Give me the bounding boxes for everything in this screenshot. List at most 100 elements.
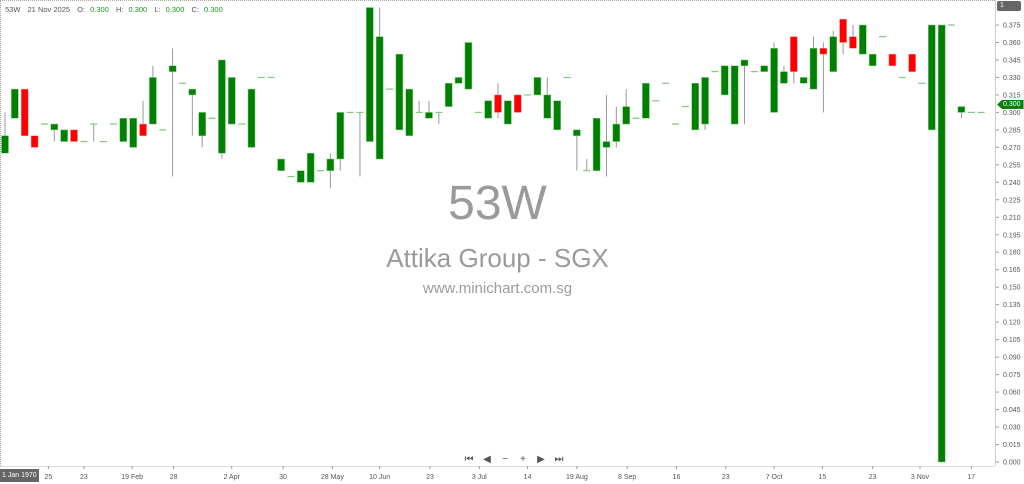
up-candle bbox=[11, 88, 19, 119]
up-candle bbox=[602, 141, 611, 148]
up-candle bbox=[859, 24, 867, 55]
y-tick-label: 0.240 bbox=[1003, 180, 1021, 187]
up-candle bbox=[760, 65, 768, 72]
up-candle bbox=[533, 77, 542, 96]
y-tick-label: 0.270 bbox=[1003, 145, 1021, 152]
x-tick-label: 19 Aug bbox=[566, 474, 588, 481]
y-tick-label: 0.300 bbox=[1003, 110, 1021, 117]
up-candle bbox=[740, 59, 749, 67]
x-tick-label: 3 Jul bbox=[472, 474, 487, 481]
up-candle bbox=[504, 100, 512, 125]
up-candle bbox=[484, 100, 492, 119]
y-tick-label: 0.180 bbox=[1003, 250, 1021, 257]
down-candle bbox=[819, 48, 828, 55]
up-candle bbox=[375, 36, 384, 160]
y-tick-label: 0.285 bbox=[1003, 127, 1021, 134]
up-candle bbox=[218, 59, 226, 154]
down-candle bbox=[20, 88, 29, 136]
last-price-badge: 0.300 bbox=[997, 100, 1024, 109]
x-tick-label: 2 Apr bbox=[224, 474, 241, 481]
up-candle bbox=[573, 129, 581, 136]
y-tick-label: 0.255 bbox=[1003, 162, 1021, 169]
chart-frame bbox=[0, 0, 995, 466]
y-tick-label: 0.030 bbox=[1003, 425, 1021, 432]
watermark-company: Attika Group - SGX bbox=[386, 243, 609, 273]
scroll-last-button[interactable]: ⏭ bbox=[554, 454, 564, 465]
down-candle bbox=[908, 53, 916, 72]
up-candle bbox=[395, 53, 404, 131]
up-candle bbox=[60, 129, 68, 142]
low-label: L: bbox=[154, 5, 161, 14]
up-candle bbox=[937, 24, 946, 463]
y-tick-label: 0.060 bbox=[1003, 390, 1021, 397]
y-tick-label: 0.165 bbox=[1003, 267, 1021, 274]
x-tick-label: 23 bbox=[869, 474, 877, 481]
x-tick-label: 25 bbox=[44, 474, 52, 481]
down-candle bbox=[30, 135, 39, 148]
x-tick-label: 28 bbox=[170, 474, 178, 481]
up-candle bbox=[228, 77, 236, 125]
up-candle bbox=[691, 83, 699, 131]
up-candle bbox=[247, 88, 256, 148]
up-candle bbox=[612, 123, 621, 142]
close-value: 0.300 bbox=[203, 5, 223, 14]
high-value: 0.300 bbox=[128, 5, 148, 14]
y-tick-label: 0.015 bbox=[1003, 442, 1021, 449]
y-tick-label: 0.375 bbox=[1003, 23, 1021, 30]
open-label: O: bbox=[77, 5, 86, 14]
scroll-prev-button[interactable]: ◀ bbox=[483, 454, 491, 465]
up-candle bbox=[543, 94, 552, 119]
x-tick-label: 23 bbox=[80, 474, 88, 481]
up-candle bbox=[799, 77, 808, 84]
up-candle bbox=[129, 117, 137, 148]
y-tick-label: 0.075 bbox=[1003, 372, 1021, 379]
up-candle bbox=[622, 106, 630, 125]
up-candle bbox=[198, 112, 206, 136]
y-tick-label: 0.000 bbox=[1003, 460, 1021, 467]
symbol-label: 53W bbox=[5, 5, 21, 14]
up-candle bbox=[553, 100, 561, 131]
up-candle bbox=[730, 65, 739, 125]
scale-badge[interactable]: 1 bbox=[997, 1, 1021, 11]
x-tick-label: 10 Jun bbox=[369, 474, 390, 481]
date-label: 21 Nov 2025 bbox=[27, 5, 71, 14]
x-tick-label: 19 Feb bbox=[121, 474, 143, 481]
y-tick-label: 0.315 bbox=[1003, 92, 1021, 99]
up-candle bbox=[425, 112, 433, 119]
scroll-next-button[interactable]: ▶ bbox=[537, 454, 545, 465]
x-tick-label: 17 bbox=[967, 474, 975, 481]
x-tick-label: 23 bbox=[722, 474, 730, 481]
zoom-in-button[interactable]: + bbox=[520, 454, 526, 465]
up-candle bbox=[868, 53, 877, 67]
y-tick-label: 0.045 bbox=[1003, 407, 1021, 414]
x-tick-label: 15 bbox=[818, 474, 826, 481]
up-candle bbox=[829, 36, 837, 72]
zoom-out-button[interactable]: − bbox=[502, 454, 508, 465]
down-candle bbox=[849, 36, 857, 49]
up-candle bbox=[642, 83, 650, 119]
y-tick-label: 0.360 bbox=[1003, 40, 1021, 47]
close-label: C: bbox=[191, 5, 199, 14]
y-tick-label: 0.225 bbox=[1003, 197, 1021, 204]
chart-navigation: ⏮ ◀ − + ▶ ⏭ bbox=[460, 454, 568, 465]
y-tick-label: 0.330 bbox=[1003, 75, 1021, 82]
scroll-first-button[interactable]: ⏮ bbox=[464, 454, 474, 465]
y-tick-label: 0.345 bbox=[1003, 57, 1021, 64]
x-tick-label: 14 bbox=[524, 474, 532, 481]
high-label: H: bbox=[115, 5, 124, 14]
x-tick-label: 3 Nov bbox=[911, 474, 930, 481]
up-candle bbox=[188, 88, 197, 96]
up-candle bbox=[809, 48, 818, 90]
down-candle bbox=[839, 18, 847, 43]
up-candle bbox=[149, 77, 157, 125]
up-candle bbox=[50, 123, 59, 131]
up-candle bbox=[770, 48, 778, 113]
watermark-ticker: 53W bbox=[448, 177, 547, 230]
y-tick-label: 0.105 bbox=[1003, 337, 1021, 344]
up-candle bbox=[366, 7, 374, 142]
down-candle bbox=[139, 123, 147, 136]
y-tick-label: 0.090 bbox=[1003, 355, 1021, 362]
low-value: 0.300 bbox=[165, 5, 185, 14]
down-candle bbox=[790, 36, 798, 72]
